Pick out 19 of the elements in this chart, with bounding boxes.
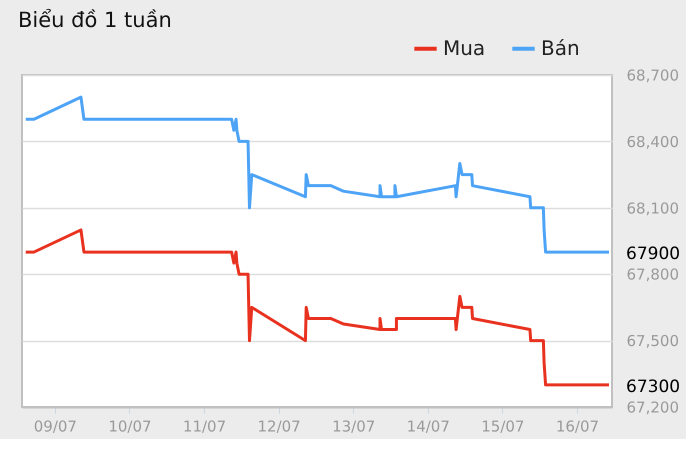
x-tick-label: 16/07	[556, 418, 600, 436]
x-tick-label: 09/07	[34, 418, 77, 436]
annotation: 67900	[626, 244, 680, 264]
y-tick-label: 68,400	[626, 132, 679, 151]
annotation: 67300	[626, 376, 680, 397]
legend-label: Mua	[443, 36, 486, 60]
y-tick-label: 68,100	[626, 199, 679, 218]
x-tick-label: 11/07	[182, 418, 226, 436]
y-tick-label: 67,200	[626, 398, 679, 416]
y-tick-label: 67,800	[626, 266, 679, 284]
x-tick-label: 12/07	[257, 418, 301, 436]
x-tick-label: 14/07	[406, 418, 450, 436]
x-tick-label: 10/07	[108, 418, 152, 436]
y-tick-label: 67,500	[626, 332, 679, 350]
x-tick-label: 13/07	[332, 418, 376, 436]
legend-label: Bán	[541, 36, 580, 60]
x-tick-label: 15/07	[481, 418, 524, 436]
chart-title: Biểu đồ 1 tuần	[18, 8, 172, 32]
y-tick-label: 68,700	[626, 66, 679, 84]
